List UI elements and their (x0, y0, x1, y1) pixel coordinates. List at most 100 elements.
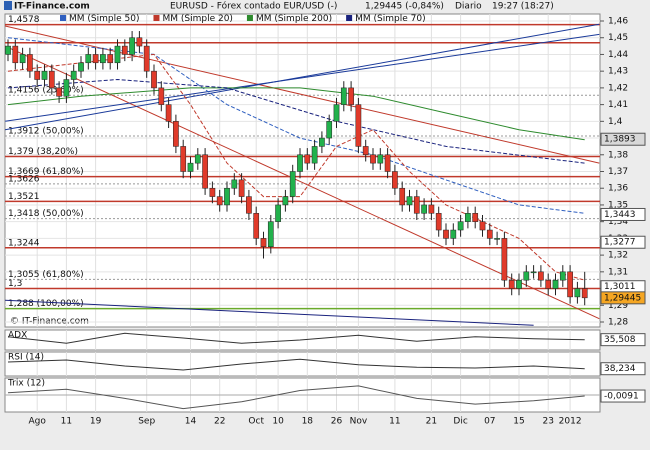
candle-body (319, 137, 325, 147)
legend-label: MM (Simple 50) (69, 14, 139, 24)
candle-body (523, 271, 530, 281)
trendline (5, 299, 534, 326)
candle-body (457, 221, 464, 231)
level-label: 1,3626 (8, 174, 40, 184)
legend-label: MM (Simple 70) (355, 14, 425, 24)
candle-body (19, 54, 26, 64)
indicator-line (7, 358, 585, 371)
candle-body (187, 162, 194, 172)
y-tick-label: 1,45 (608, 33, 628, 43)
y-tick-label: 1,31 (608, 267, 628, 277)
candle-body (246, 196, 252, 214)
level-label: 1,3521 (8, 192, 40, 202)
candle-body (202, 154, 208, 189)
y-tick-label: 1,32 (608, 251, 628, 261)
candle-body (311, 146, 318, 164)
candle-body (231, 179, 238, 189)
candle-body (472, 213, 479, 222)
x-tick-label: 21 (426, 417, 437, 427)
candle-body (282, 196, 289, 206)
candle-body (107, 54, 114, 64)
legend-label: MM (Simple 200) (256, 14, 332, 24)
candle-body (494, 238, 500, 240)
x-tick-label: 14 (185, 417, 197, 427)
legend-swatch (246, 15, 253, 21)
candle-body (348, 87, 354, 105)
x-tick-label: 22 (214, 417, 225, 427)
y-tick-label: 1,44 (608, 50, 628, 60)
candle-body (267, 221, 274, 248)
candle-body (501, 238, 508, 281)
candle-body (450, 229, 457, 239)
candle-body (27, 54, 33, 72)
candle-body (180, 146, 187, 172)
candle-body (173, 121, 179, 147)
candle-body (377, 154, 384, 164)
indicator-value-box (600, 389, 646, 403)
legend-swatch (346, 15, 353, 21)
candle-body (209, 187, 216, 197)
candle-body (552, 279, 559, 289)
candle-body (70, 70, 77, 80)
candle-body (370, 154, 376, 164)
candle-body (275, 204, 281, 222)
candle-body (92, 54, 99, 64)
x-tick-label: 19 (90, 417, 102, 427)
x-tick-label: 10 (272, 417, 284, 427)
y-tick-label: 1,34 (608, 217, 628, 227)
candle-body (56, 87, 62, 97)
x-tick-label: Oct (248, 417, 264, 427)
candle-body (326, 121, 333, 139)
legend-label: MM (Simple 20) (162, 14, 232, 24)
x-tick-label: 23 (542, 417, 553, 427)
candle-body (362, 146, 369, 156)
x-tick-label: 2012 (559, 417, 582, 427)
y-tick-label: 1,38 (608, 150, 628, 160)
price-tag (600, 132, 646, 146)
candle-body (465, 213, 471, 222)
moving-average (7, 37, 585, 214)
time: 19:27 (18:27) (492, 2, 554, 12)
candle-body (545, 279, 552, 289)
price-tag (600, 291, 646, 305)
x-tick-label: 26 (331, 417, 343, 427)
moving-average (7, 53, 585, 281)
candle-body (486, 229, 493, 239)
chart-title: EURUSD - Fórex contado EUR/USD (-) (170, 1, 337, 12)
indicator-name: Trix (12) (7, 379, 45, 389)
y-tick-label: 1,46 (608, 17, 628, 27)
level-label: 1,3418 (50,00%) (8, 209, 84, 219)
candle-body (41, 70, 48, 80)
moving-average (7, 87, 585, 141)
y-tick-label: 1,29 (608, 301, 628, 311)
logo: IT-Finance.com (14, 2, 90, 12)
y-tick-label: 1,28 (608, 318, 628, 328)
x-tick-label: 11 (389, 417, 400, 427)
candle-body (567, 271, 573, 298)
candle-body (333, 104, 340, 122)
candle-body (355, 104, 362, 147)
legend-swatch (60, 15, 66, 21)
candle-body (289, 171, 296, 197)
indicator-line (7, 332, 585, 344)
indicator-value-box (600, 362, 646, 376)
indicator-value: 35,508 (604, 335, 636, 345)
indicator-name: ADX (8, 331, 27, 341)
x-tick-label: Sep (138, 417, 155, 427)
price-tag-label: 1,3277 (604, 238, 636, 248)
candle-body (530, 271, 537, 274)
level-label: 1,3244 (8, 238, 40, 248)
candle-body (63, 79, 70, 97)
candle-body (538, 271, 544, 281)
candle-body (194, 154, 201, 164)
candle-body (479, 221, 486, 231)
indicator-value: -0,0091 (604, 392, 639, 402)
candle-body (574, 288, 581, 298)
price-tag-label: 1,3893 (604, 135, 636, 145)
candle-body (158, 87, 165, 105)
level-label: 1,3055 (61,80%) (8, 270, 84, 280)
candle-body (85, 54, 92, 64)
x-tick-label: 11 (61, 417, 72, 427)
level-label: 1,4578 (8, 15, 40, 25)
candle-body (260, 238, 267, 247)
